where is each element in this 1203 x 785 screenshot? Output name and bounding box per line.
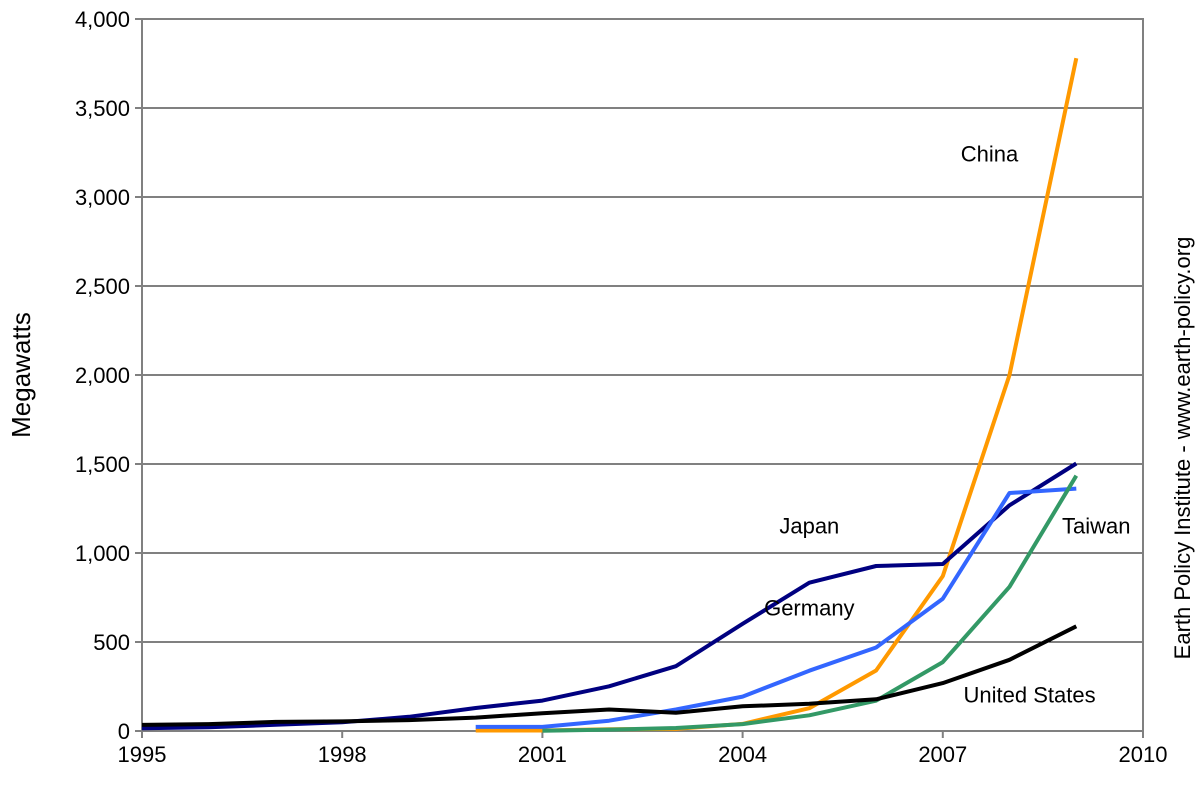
y-tick-label: 2,500 bbox=[75, 274, 130, 299]
y-tick-label: 1,000 bbox=[75, 541, 130, 566]
credit-label: Earth Policy Institute - www.earth-polic… bbox=[1170, 237, 1195, 660]
series-line-united-states bbox=[141, 624, 1078, 727]
series-label-germany: Germany bbox=[764, 595, 854, 620]
x-tick-label: 1995 bbox=[118, 742, 167, 767]
series-line-japan bbox=[141, 461, 1078, 731]
series-label-united-states: United States bbox=[964, 683, 1096, 708]
x-tick-label: 2007 bbox=[918, 742, 967, 767]
y-tick-label: 1,500 bbox=[75, 452, 130, 477]
series-labels: China Japan Germany Taiwan United States bbox=[764, 141, 1130, 707]
y-tick-label: 3,500 bbox=[75, 96, 130, 121]
y-axis-label: Megawatts bbox=[6, 312, 36, 438]
y-axis: 0 500 1,000 1,500 2,000 2,500 3,000 3,500 4,000 bbox=[75, 7, 142, 744]
y-tick-label: 2,000 bbox=[75, 363, 130, 388]
series-label-japan: Japan bbox=[779, 513, 839, 538]
series-line-germany bbox=[475, 486, 1077, 729]
x-tick-label: 1998 bbox=[318, 742, 367, 767]
series-line-taiwan bbox=[542, 474, 1079, 733]
y-tick-label: 3,000 bbox=[75, 185, 130, 210]
y-tick-label: 0 bbox=[118, 719, 130, 744]
x-tick-label: 2004 bbox=[718, 742, 767, 767]
y-tick-label: 4,000 bbox=[75, 7, 130, 32]
series-label-china: China bbox=[961, 141, 1019, 166]
series-lines bbox=[141, 57, 1079, 733]
x-tick-label: 2001 bbox=[518, 742, 567, 767]
x-tick-label: 2010 bbox=[1119, 742, 1168, 767]
grid-lines bbox=[142, 107, 1143, 643]
x-axis: 1995 1998 2001 2004 2007 2010 bbox=[118, 731, 1168, 767]
y-tick-label: 500 bbox=[93, 630, 130, 655]
series-label-taiwan: Taiwan bbox=[1062, 513, 1130, 538]
